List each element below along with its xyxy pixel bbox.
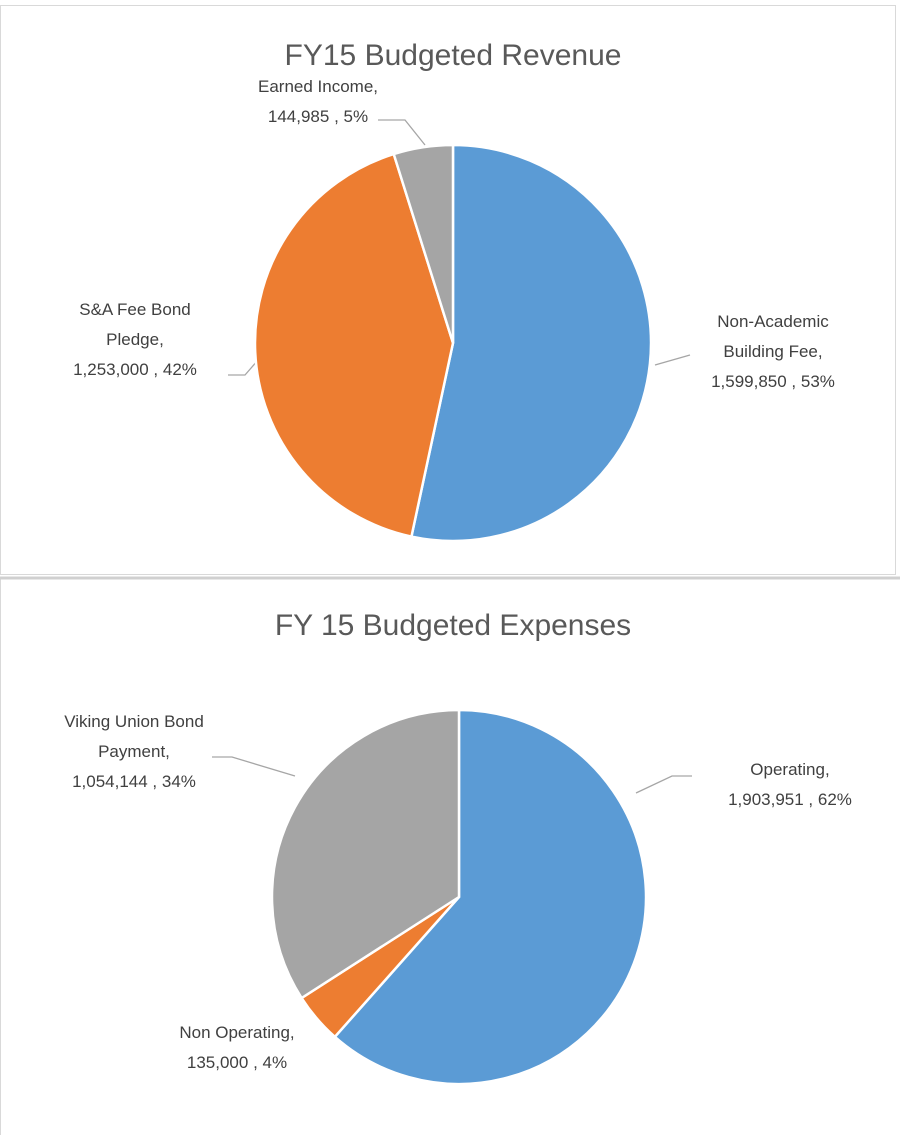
data-label: Non Operating, 135,000 , 4% [152, 1018, 322, 1078]
data-label: Operating, 1,903,951 , 62% [705, 755, 875, 815]
leader-line [654, 354, 691, 366]
value-label: 144,985 , 5% [267, 107, 369, 126]
data-label: S&A Fee Bond Pledge, 1,253,000 , 42% [65, 295, 205, 385]
data-label: Earned Income, 144,985 , 5% [243, 72, 393, 132]
category-label: S&A Fee Bond Pledge, [79, 300, 191, 349]
category-label: Non-Academic Building Fee, [717, 312, 829, 361]
chart-title: FY15 Budgeted Revenue [285, 39, 622, 72]
value-label: 135,000 , 4% [186, 1053, 288, 1072]
pie-slice [253, 152, 455, 539]
value-label: 1,903,951 , 62% [728, 790, 852, 809]
leader-line [378, 119, 426, 146]
pie-slice [333, 708, 648, 1086]
data-label: Viking Union Bond Payment, 1,054,144 , 34… [54, 707, 214, 797]
category-label: Non Operating, [179, 1023, 295, 1042]
leader-line [228, 359, 259, 376]
value-label: 1,253,000 , 42% [73, 360, 197, 379]
pie-slice [270, 708, 461, 1000]
pie-slice [392, 143, 455, 344]
category-label: Operating, [750, 760, 830, 779]
value-label: 1,054,144 , 34% [72, 772, 196, 791]
value-label: 1,599,850 , 53% [711, 372, 835, 391]
leader-line [212, 756, 296, 777]
chart-frame [0, 5, 896, 575]
pie-slice [409, 143, 653, 543]
leader-line [635, 775, 692, 794]
chart-title: FY 15 Budgeted Expenses [275, 609, 631, 642]
category-label: Earned Income, [257, 77, 378, 96]
category-label: Viking Union Bond Payment, [64, 712, 204, 761]
data-label: Non-Academic Building Fee, 1,599,850 , 53… [688, 307, 858, 397]
